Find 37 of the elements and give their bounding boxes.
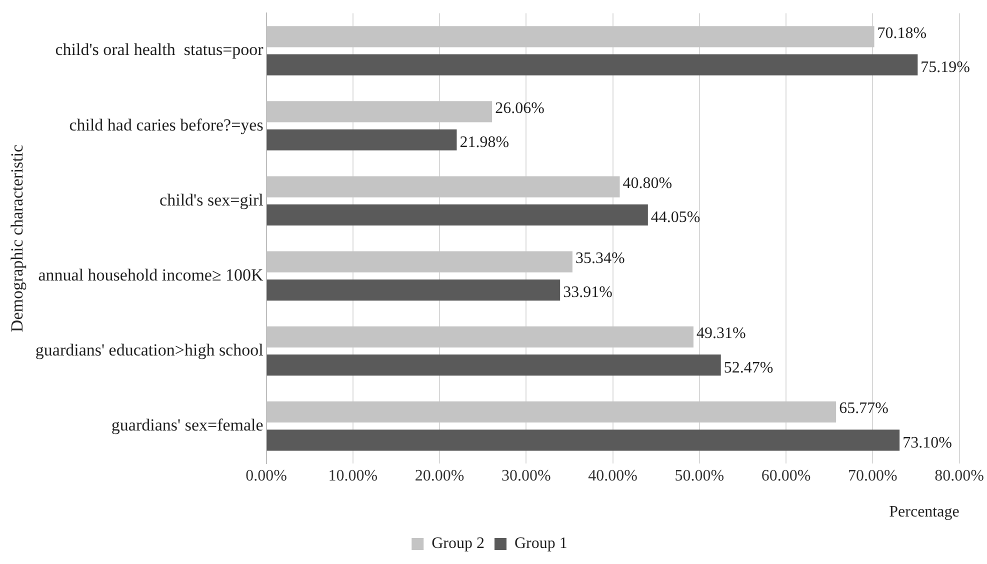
- x-tick-label: 30.00%: [502, 467, 551, 484]
- y-tick-label: child's oral health status=poor: [55, 40, 264, 60]
- data-label: 65.77%: [839, 400, 888, 418]
- data-label: 35.34%: [575, 250, 625, 268]
- data-label: 52.47%: [724, 359, 774, 376]
- y-axis-title: Demographic characteristic: [8, 144, 27, 332]
- data-label: 44.05%: [650, 209, 700, 226]
- bar: [266, 204, 648, 226]
- bar: [266, 430, 900, 451]
- data-label: 75.19%: [920, 59, 970, 76]
- data-label: 49.31%: [696, 325, 746, 342]
- bar: [266, 54, 918, 76]
- x-tick-label: 0.00%: [246, 467, 287, 484]
- x-tick-label: 40.00%: [588, 467, 638, 484]
- data-label: 33.91%: [563, 284, 612, 302]
- x-tick-label: 70.00%: [848, 467, 898, 484]
- x-tick-label: 50.00%: [674, 467, 724, 484]
- x-tick-label: 10.00%: [328, 467, 378, 484]
- data-label: 26.06%: [495, 100, 544, 117]
- x-tick-label: 80.00%: [934, 467, 984, 484]
- legend-label: Group 1: [514, 535, 568, 552]
- data-label: 73.10%: [902, 434, 952, 452]
- y-tick-label: guardians' sex=female: [111, 416, 264, 435]
- x-tick-label: 60.00%: [761, 467, 811, 484]
- bar: [266, 129, 457, 150]
- x-tick-label: 20.00%: [414, 467, 464, 484]
- y-tick-label: annual household income≥ 100K: [38, 265, 264, 284]
- data-label: 40.80%: [622, 174, 672, 192]
- legend-label: Group 2: [432, 535, 485, 552]
- y-tick-label: guardians' education>high school: [35, 340, 264, 360]
- data-label: 21.98%: [460, 134, 510, 152]
- x-axis-title: Percentage: [889, 504, 960, 521]
- y-tick-label: child's sex=girl: [160, 190, 264, 210]
- y-tick-label: child had caries before?=yes: [69, 115, 264, 134]
- bar: [266, 279, 560, 301]
- bar: [266, 354, 721, 376]
- data-label: 70.18%: [877, 24, 927, 42]
